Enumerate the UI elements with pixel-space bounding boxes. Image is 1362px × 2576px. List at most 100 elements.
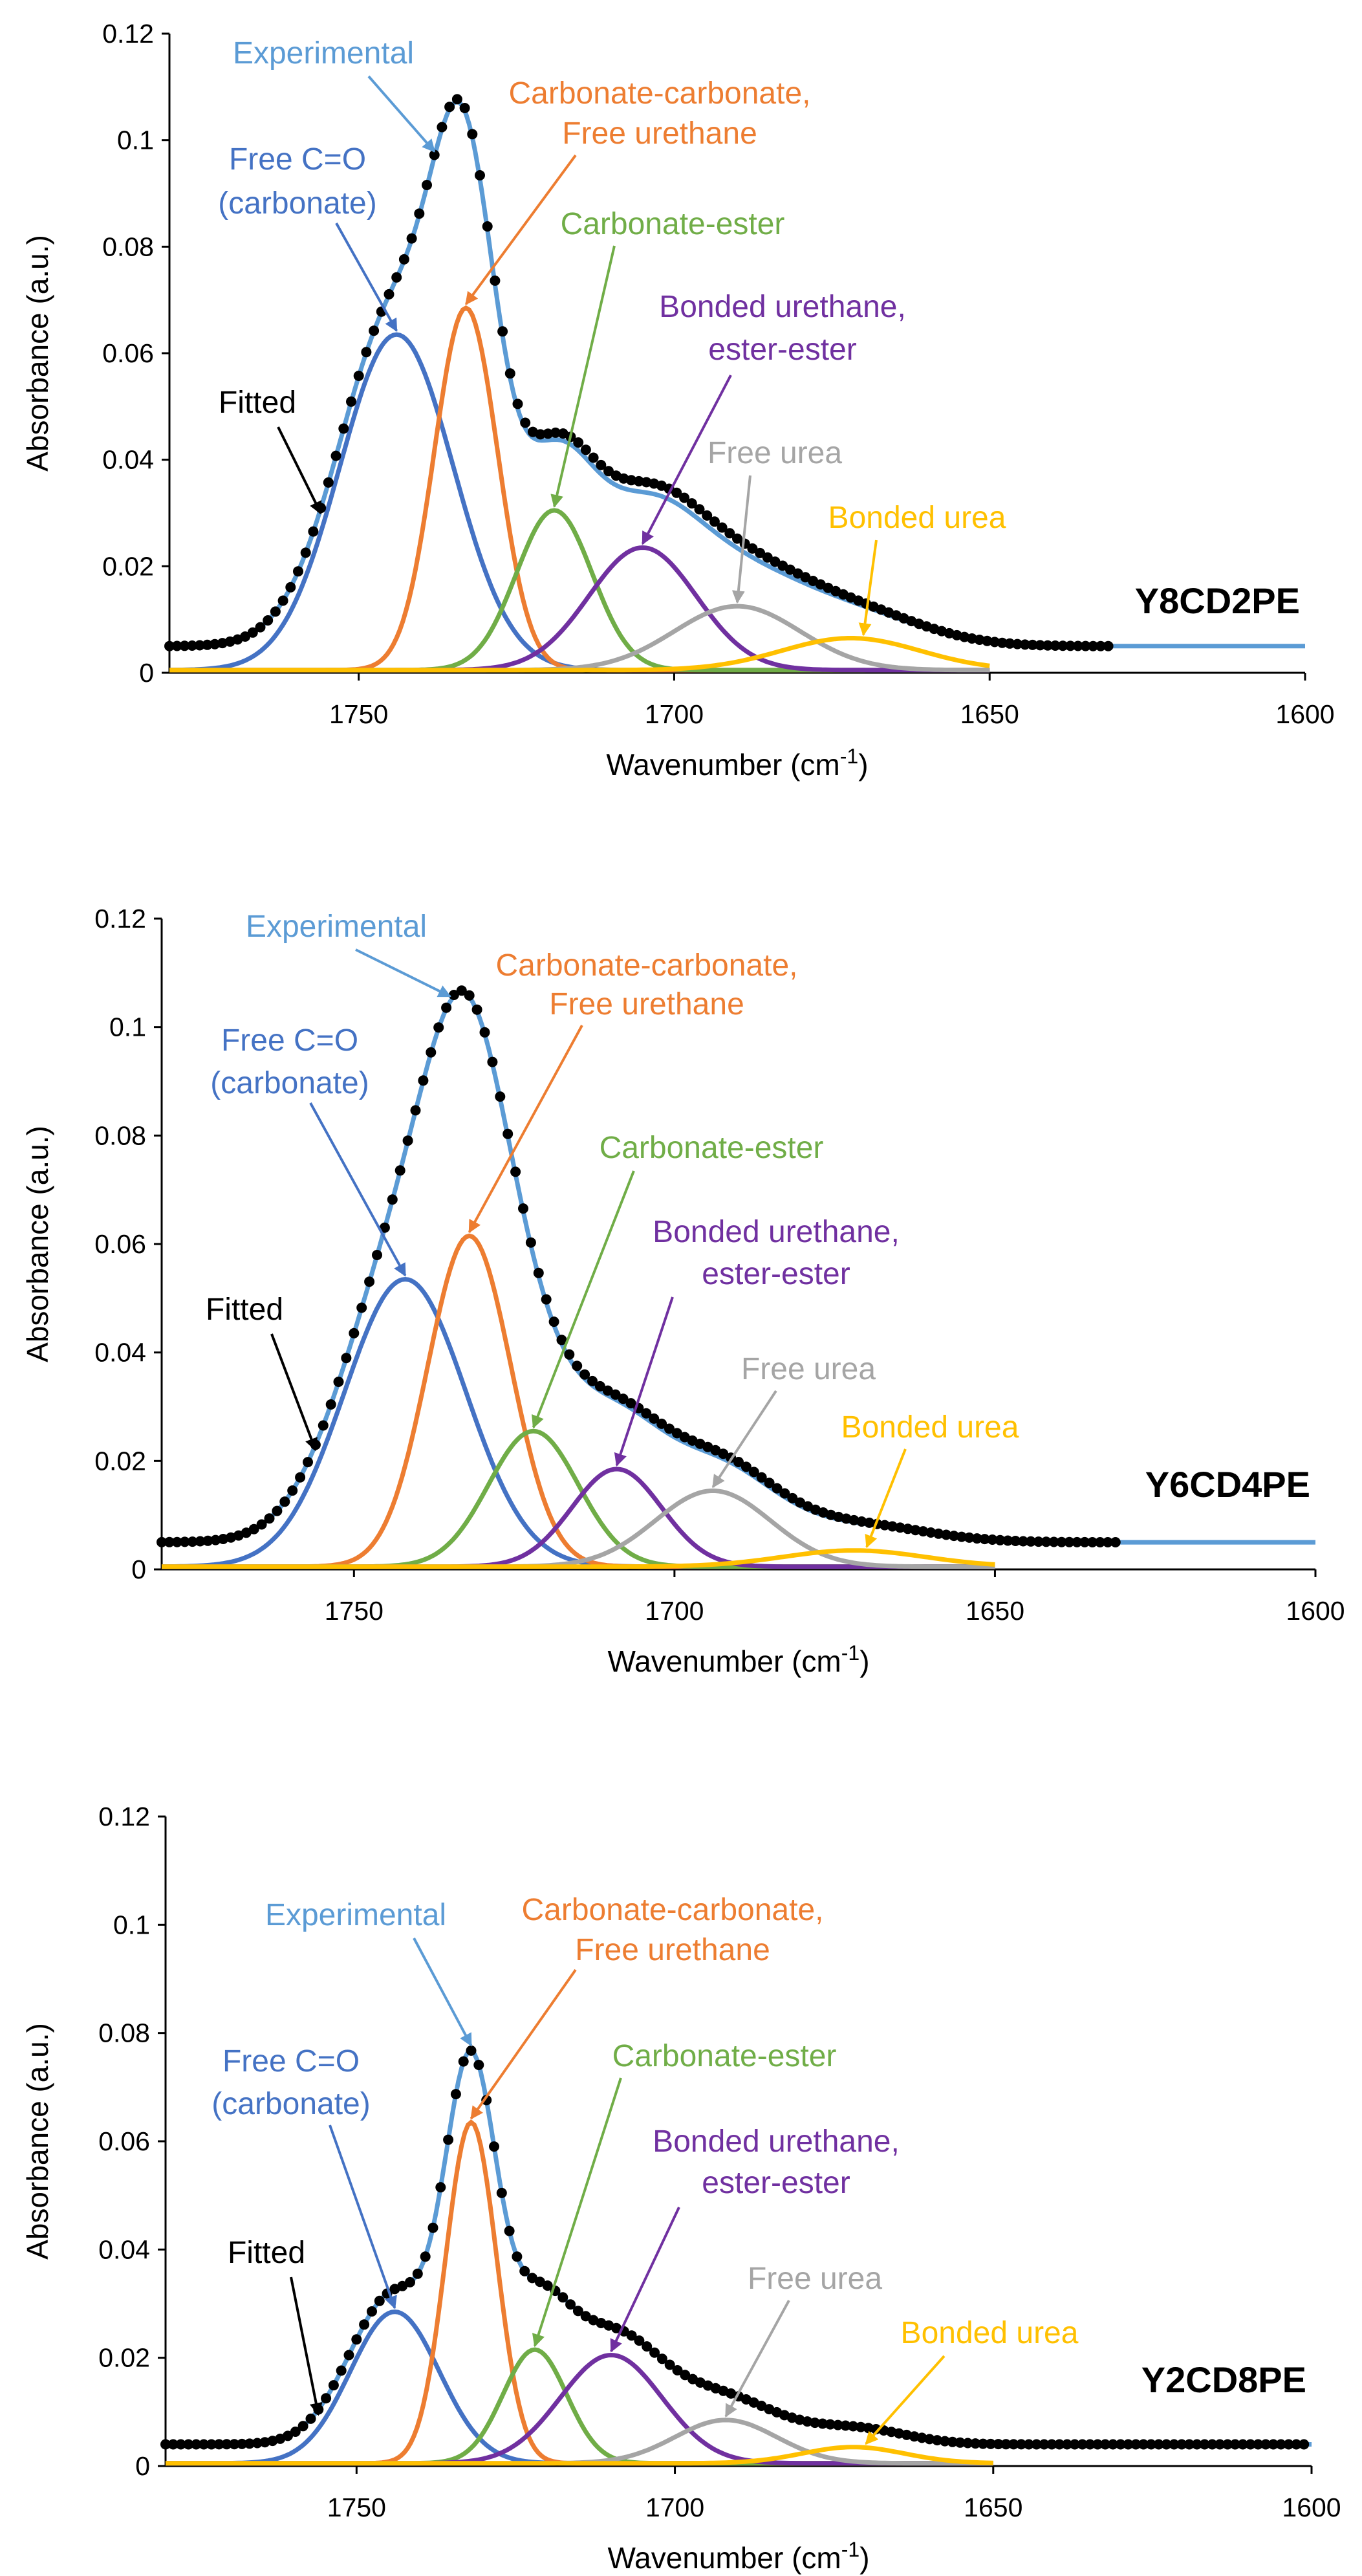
sample-title: Y2CD8PE — [1141, 2359, 1306, 2400]
annotation-bonded-urea: Bonded urea — [828, 501, 1006, 535]
fitted-point — [1072, 1536, 1083, 1547]
annotation-free-urea: Free urea — [748, 2262, 882, 2296]
annotation-carb-carb: Free urethane — [575, 1933, 770, 1967]
fitted-point — [448, 990, 459, 1000]
fitted-point — [418, 1075, 429, 1086]
fitted-point — [979, 1534, 990, 1545]
arrow-fitted — [290, 2276, 323, 2416]
y-tick-label: 0.04 — [102, 445, 154, 475]
fitted-point — [656, 2353, 667, 2364]
fitted-point — [520, 417, 531, 428]
fitted-point — [283, 2430, 293, 2441]
y-axis-title: Absorbance (a.u.) — [21, 1126, 54, 1362]
fitted-point — [672, 2365, 683, 2375]
fitted-point — [1057, 640, 1068, 651]
arrow-experimental — [355, 948, 451, 998]
fitted-point — [541, 1294, 552, 1305]
y-tick-label: 0.12 — [98, 1802, 150, 1831]
fitted-point — [240, 631, 251, 642]
fitted-point — [379, 1222, 390, 1233]
fitted-point — [426, 1047, 437, 1058]
fitted-point — [1064, 1536, 1075, 1547]
fitted-point — [490, 275, 501, 286]
fitted-point — [175, 2439, 186, 2450]
fitted-point — [171, 640, 182, 651]
fitted-point — [164, 1536, 175, 1547]
annotation-free-co: Free C=O — [222, 2044, 360, 2079]
fitted-point — [618, 1393, 629, 1404]
annotation-experimental: Experimental — [265, 1898, 446, 1932]
fitted-point — [978, 2438, 988, 2449]
fitted-point — [802, 2416, 813, 2427]
fitted-point — [962, 2438, 973, 2449]
annotation-bonded-urethane: ester-ester — [702, 1257, 850, 1291]
fitted-point — [779, 1488, 790, 1499]
fitted-point — [918, 1526, 929, 1537]
fitted-point — [1046, 2439, 1057, 2450]
y-tick-label: 0.1 — [109, 1012, 146, 1042]
y-tick-label: 0.1 — [117, 126, 154, 155]
y-tick-label: 0.08 — [98, 2018, 150, 2048]
x-axis-title: Wavenumber (cm-1) — [607, 2538, 869, 2575]
fitted-point — [841, 1513, 852, 1524]
fitted-point — [594, 1381, 605, 1392]
fitted-point — [497, 326, 508, 337]
fitted-point — [686, 498, 697, 509]
x-axis-title: Wavenumber (cm-1) — [606, 745, 868, 781]
fitted-point — [747, 543, 758, 554]
fitted-point — [564, 1349, 575, 1360]
fitted-point — [833, 1511, 844, 1522]
fitted-point — [179, 640, 190, 651]
fitted-point — [330, 450, 341, 461]
fitted-point — [542, 2280, 553, 2291]
fitted-point — [1019, 639, 1030, 650]
fitted-point — [171, 1536, 182, 1547]
fitted-point — [579, 1369, 590, 1380]
annotation-carb-carb: Free urethane — [562, 116, 757, 151]
fitted-point — [550, 427, 561, 438]
y-tick-label: 0 — [135, 2451, 150, 2481]
fitted-point — [982, 635, 993, 646]
fitted-point — [1016, 2439, 1027, 2450]
fitted-point — [325, 1399, 336, 1410]
fitted-point — [795, 1497, 806, 1508]
fitted-point — [367, 2306, 377, 2317]
fitted-point — [346, 396, 356, 407]
fitted-point — [534, 2276, 545, 2287]
annotation-experimental: Experimental — [246, 910, 427, 944]
fitted-point — [610, 1389, 621, 1400]
arrow-free-urea — [731, 475, 751, 604]
fitted-point — [680, 2370, 691, 2381]
fitted-point — [356, 1302, 367, 1313]
y-tick-label: 0 — [131, 1555, 146, 1584]
fitted-point — [995, 1534, 1006, 1545]
fitted-point — [641, 1408, 652, 1419]
fitted-point — [287, 1485, 298, 1496]
fitted-point — [244, 2438, 255, 2449]
fitted-point — [1245, 2439, 1256, 2450]
arrow-carb-carb — [470, 1969, 577, 2120]
fitted-point — [755, 547, 766, 558]
fitted-point — [993, 2439, 1004, 2450]
fitted-point — [580, 444, 591, 455]
chart-panel-3: 0 0.02 0.04 0.06 0.08 0.1 0.12 1750 1700 1650 1600… — [21, 1802, 1341, 2575]
fitted-point — [398, 254, 409, 265]
fitted-point — [237, 2438, 248, 2449]
annotation-bonded-urethane: ester-ester — [702, 2166, 850, 2200]
fitted-point — [202, 639, 213, 650]
fitted-point — [290, 2427, 301, 2437]
fitted-point — [199, 2439, 210, 2450]
x-tick-label: 1750 — [325, 1596, 384, 1626]
fitted-point — [333, 1377, 344, 1387]
annotation-fitted: Fitted — [206, 1293, 283, 1327]
fitted-point — [279, 1496, 290, 1507]
fitted-point — [910, 1525, 921, 1536]
fitted-point — [596, 459, 607, 470]
x-tick-label: 1650 — [964, 2493, 1022, 2522]
fitted-point — [572, 2306, 583, 2317]
annotation-free-co: (carbonate) — [210, 1066, 369, 1100]
arrow-free-co — [335, 223, 398, 333]
x-tick-label: 1700 — [645, 2493, 704, 2522]
peak-bonded-urea — [166, 2445, 993, 2466]
